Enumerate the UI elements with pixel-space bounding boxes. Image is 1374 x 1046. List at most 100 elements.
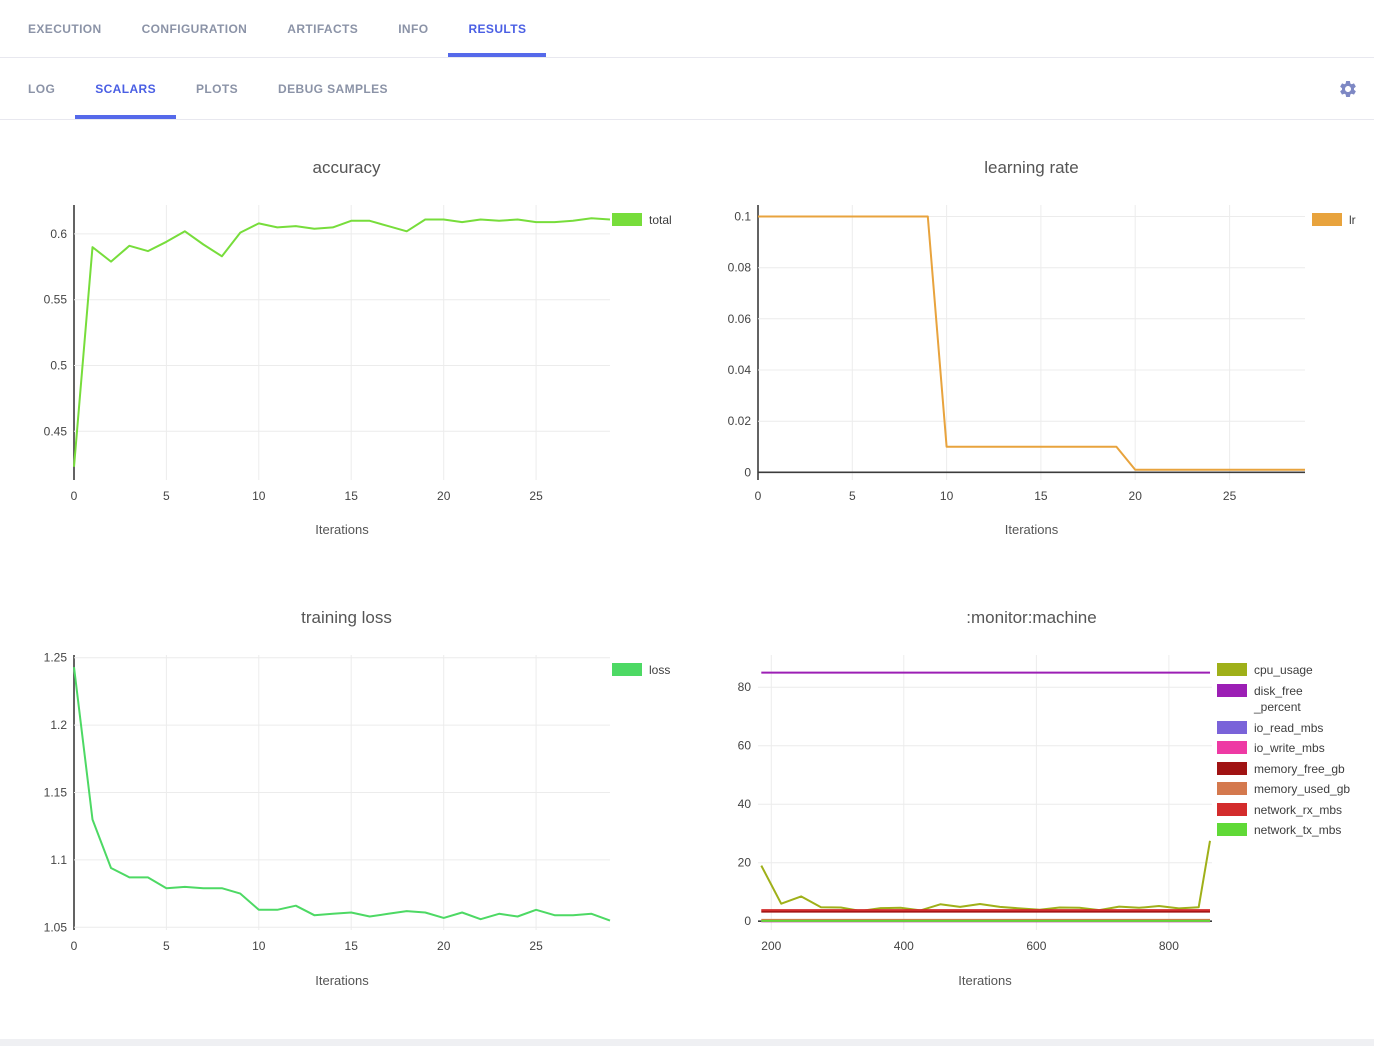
accuracy-legend: total xyxy=(612,212,672,233)
legend-item-disk_free_percent[interactable]: disk_free _percent xyxy=(1217,683,1350,716)
secondary-tabbar: LOG SCALARS PLOTS DEBUG SAMPLES xyxy=(0,58,1374,120)
legend-item-total[interactable]: total xyxy=(612,212,672,229)
legend-label: disk_free _percent xyxy=(1254,683,1303,715)
series-line-lr[interactable] xyxy=(758,215,1305,471)
tab-configuration-label: CONFIGURATION xyxy=(141,21,248,36)
legend-swatch-loss xyxy=(612,663,642,676)
legend-swatch-memory_free_gb xyxy=(1217,761,1247,775)
legend-item-io_write_mbs[interactable]: io_write_mbs xyxy=(1217,740,1350,757)
svg-text:800: 800 xyxy=(1159,939,1179,953)
svg-text:0: 0 xyxy=(71,489,78,503)
legend-swatch-memory_used_gb xyxy=(1217,782,1247,796)
legend-item-memory_used_gb[interactable]: memory_used_gb xyxy=(1217,781,1350,798)
legend-swatch-io_write_mbs xyxy=(1217,741,1247,755)
tab-info[interactable]: INFO xyxy=(378,0,448,57)
training-loss-plot-area[interactable]: 0 5 10 15 20 25 1.05 1.1 1.15 1.2 1.25 xyxy=(30,645,630,965)
svg-text:0.6: 0.6 xyxy=(50,227,67,241)
learning-rate-legend: lr xyxy=(1312,212,1356,233)
svg-text:10: 10 xyxy=(252,489,266,503)
legend-label: total xyxy=(649,213,672,227)
svg-text:1.05: 1.05 xyxy=(44,920,68,934)
tab-configuration[interactable]: CONFIGURATION xyxy=(122,0,268,57)
tab-scalars[interactable]: SCALARS xyxy=(75,58,177,119)
legend-label: lr xyxy=(1349,213,1356,227)
active-tab-underline xyxy=(448,53,547,57)
svg-text:5: 5 xyxy=(163,489,170,503)
svg-text:20: 20 xyxy=(1129,489,1143,503)
svg-text:0.04: 0.04 xyxy=(728,363,752,377)
plot-svg[interactable]: 0 5 10 15 20 25 1.05 1.1 1.15 1.2 1.25 xyxy=(30,645,630,960)
svg-text:400: 400 xyxy=(894,939,914,953)
series-line-total[interactable] xyxy=(73,217,611,467)
tab-artifacts[interactable]: ARTIFACTS xyxy=(267,0,378,57)
svg-text:15: 15 xyxy=(345,489,359,503)
legend-item-memory_free_gb[interactable]: memory_free_gb xyxy=(1217,761,1350,778)
tab-log-label: LOG xyxy=(28,81,56,96)
legend-swatch-io_read_mbs xyxy=(1217,720,1247,734)
tab-plots[interactable]: PLOTS xyxy=(176,58,258,119)
plot-svg[interactable]: 200 400 600 800 0 20 40 60 80 xyxy=(712,645,1232,960)
svg-text:25: 25 xyxy=(529,939,543,953)
svg-text:10: 10 xyxy=(940,489,954,503)
tab-artifacts-label: ARTIFACTS xyxy=(287,21,359,36)
legend-swatch-lr xyxy=(1312,213,1342,226)
chart-title-monitor-machine: :monitor:machine xyxy=(966,608,1097,627)
tab-debug-samples-label: DEBUG SAMPLES xyxy=(278,81,388,96)
legend-label: loss xyxy=(649,663,671,677)
series-line-loss[interactable] xyxy=(73,666,611,922)
legend-swatch-network_tx_mbs xyxy=(1217,823,1247,837)
legend-item-network_rx_mbs[interactable]: network_rx_mbs xyxy=(1217,802,1350,819)
legend-item-io_read_mbs[interactable]: io_read_mbs xyxy=(1217,720,1350,737)
svg-text:20: 20 xyxy=(437,939,451,953)
tab-results[interactable]: RESULTS xyxy=(448,0,547,57)
legend-label: io_read_mbs xyxy=(1254,720,1324,735)
tab-debug-samples[interactable]: DEBUG SAMPLES xyxy=(258,58,408,119)
svg-text:200: 200 xyxy=(761,939,781,953)
legend-label: cpu_usage xyxy=(1254,663,1313,677)
monitor-machine-xaxis-label: Iterations xyxy=(958,973,1012,988)
training-loss-legend: loss xyxy=(612,662,670,683)
svg-text:1.25: 1.25 xyxy=(44,651,68,665)
learning-rate-plot-area[interactable]: 0 5 10 15 20 25 0 0.02 0.04 0.06 0.08 0.1 xyxy=(712,195,1324,515)
gear-icon[interactable] xyxy=(1338,79,1358,99)
legend-swatch-disk_free_percent xyxy=(1217,683,1247,697)
page-bottom-strip xyxy=(0,1039,1374,1046)
series-line-cpu_usage[interactable] xyxy=(760,840,1211,912)
tab-plots-label: PLOTS xyxy=(196,81,239,96)
legend-label: network_rx_mbs xyxy=(1254,802,1343,817)
tab-execution[interactable]: EXECUTION xyxy=(8,0,122,57)
accuracy-xaxis-label: Iterations xyxy=(315,522,369,537)
svg-text:0.06: 0.06 xyxy=(728,312,752,326)
svg-text:80: 80 xyxy=(738,680,752,694)
tab-log[interactable]: LOG xyxy=(8,58,75,119)
legend-label: memory_free_gb xyxy=(1254,761,1345,776)
svg-text:0.1: 0.1 xyxy=(734,210,751,224)
legend-label: memory_used_gb xyxy=(1254,782,1351,797)
svg-text:1.1: 1.1 xyxy=(50,853,67,867)
svg-text:20: 20 xyxy=(437,489,451,503)
svg-text:0.45: 0.45 xyxy=(44,424,68,438)
primary-tabbar: EXECUTION CONFIGURATION ARTIFACTS INFO R… xyxy=(0,0,1374,58)
legend-item-lr[interactable]: lr xyxy=(1312,212,1356,229)
svg-text:5: 5 xyxy=(849,489,856,503)
accuracy-plot-area[interactable]: 0 5 10 15 20 25 0.45 0.5 0.55 0.6 xyxy=(30,195,630,515)
plot-svg[interactable]: 0 5 10 15 20 25 0 0.02 0.04 0.06 0.08 0.1 xyxy=(712,195,1324,510)
svg-text:15: 15 xyxy=(345,939,359,953)
legend-item-loss[interactable]: loss xyxy=(612,662,670,679)
svg-text:0.02: 0.02 xyxy=(728,414,752,428)
svg-text:1.15: 1.15 xyxy=(44,786,68,800)
chart-title-training-loss: training loss xyxy=(301,608,392,627)
svg-text:0.5: 0.5 xyxy=(50,359,67,373)
svg-text:5: 5 xyxy=(163,939,170,953)
tab-execution-label: EXECUTION xyxy=(28,21,102,36)
svg-text:0: 0 xyxy=(744,465,751,479)
legend-item-network_tx_mbs[interactable]: network_tx_mbs xyxy=(1217,822,1350,839)
monitor-machine-plot-area[interactable]: 200 400 600 800 0 20 40 60 80 xyxy=(712,645,1232,965)
tab-scalars-label: SCALARS xyxy=(95,81,157,96)
tab-info-label: INFO xyxy=(398,21,429,36)
plot-svg[interactable]: 0 5 10 15 20 25 0.45 0.5 0.55 0.6 xyxy=(30,195,630,510)
legend-item-cpu_usage[interactable]: cpu_usage xyxy=(1217,662,1350,679)
svg-text:600: 600 xyxy=(1026,939,1046,953)
learning-rate-xaxis-label: Iterations xyxy=(1004,522,1059,537)
